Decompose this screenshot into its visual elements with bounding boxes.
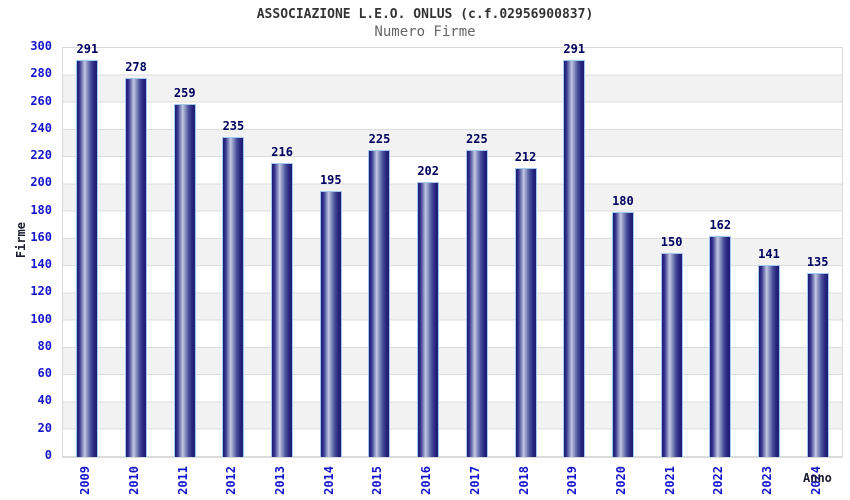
x-tick-label: 2013 xyxy=(273,466,288,495)
bar-value-label: 235 xyxy=(222,118,245,133)
bar xyxy=(368,150,391,457)
bar-value-label: 291 xyxy=(76,42,99,57)
y-tick-label: 20 xyxy=(37,420,52,435)
x-tick-label: 2020 xyxy=(613,466,628,495)
bar-value-label: 135 xyxy=(806,254,829,269)
plot-area: 291 278 259 235 216 195 225 202 225 212 291 180 150 1… xyxy=(62,43,843,458)
y-tick-label: 180 xyxy=(30,202,52,217)
bar-value-label: 150 xyxy=(660,234,683,249)
chart-subtitle: Numero Firme xyxy=(374,24,476,40)
bar xyxy=(271,162,294,457)
y-tick-label: 260 xyxy=(30,93,52,108)
bar-value-label: 225 xyxy=(466,132,488,147)
y-tick-label: 40 xyxy=(37,393,52,408)
bar-value-label: 202 xyxy=(417,163,439,178)
y-tick-label: 120 xyxy=(30,284,52,299)
x-tick-label: 2011 xyxy=(175,466,190,495)
x-tick-label: 2012 xyxy=(224,466,239,495)
y-tick-label: 100 xyxy=(30,311,52,326)
bar xyxy=(222,136,245,457)
bar-value-label: 225 xyxy=(368,132,391,147)
x-axis-title: Anno xyxy=(803,471,832,485)
y-tick-label: 160 xyxy=(30,229,52,244)
y-tick-label: 200 xyxy=(30,175,52,190)
y-tick-label: 60 xyxy=(37,366,52,381)
bar-value-label: 195 xyxy=(319,173,342,188)
bar-value-label: 141 xyxy=(758,246,780,261)
bar xyxy=(465,150,488,457)
bar-value-label: 216 xyxy=(271,144,293,159)
bar-value-label: 212 xyxy=(514,149,537,164)
x-tick-label: 2018 xyxy=(516,466,531,495)
x-tick-label: 2019 xyxy=(565,466,580,495)
chart-title: ASSOCIAZIONE L.E.O. ONLUS (c.f.029569008… xyxy=(256,7,594,22)
bar xyxy=(173,103,196,457)
bar-value-label: 162 xyxy=(709,218,732,233)
y-tick-label: 240 xyxy=(30,120,52,135)
y-axis-ticks: 0 20 40 60 80 100 120 140 160 180 200 220 240 260 280 3… xyxy=(0,39,52,462)
bar-value-label: 259 xyxy=(173,85,196,100)
y-tick-label: 220 xyxy=(30,148,52,163)
bar xyxy=(417,181,440,457)
x-tick-label: 2023 xyxy=(759,466,774,495)
y-tick-label: 300 xyxy=(30,39,52,53)
x-tick-label: 2015 xyxy=(370,466,385,495)
bar xyxy=(806,272,829,457)
y-tick-label: 140 xyxy=(30,257,52,272)
bar xyxy=(709,236,732,457)
bar xyxy=(660,252,683,457)
bar xyxy=(125,78,148,457)
bar xyxy=(757,264,780,457)
y-tick-label: 0 xyxy=(44,448,52,462)
y-tick-label: 80 xyxy=(37,338,52,353)
x-tick-label: 2014 xyxy=(321,466,336,495)
bar xyxy=(611,211,634,457)
x-axis-labels: 2009 2010 2011 2012 2013 2014 2015 2016 2017 2018… xyxy=(62,466,841,500)
x-tick-label: 2009 xyxy=(78,466,93,495)
bar-value-label: 180 xyxy=(612,193,634,208)
bar xyxy=(319,191,342,457)
bar-value-label: 291 xyxy=(563,42,586,57)
x-tick-label: 2010 xyxy=(127,466,142,495)
bar xyxy=(514,167,537,457)
bar-value-label: 278 xyxy=(125,59,147,74)
x-tick-label: 2022 xyxy=(711,466,726,495)
bar xyxy=(76,60,99,457)
x-tick-label: 2017 xyxy=(467,466,482,495)
bar xyxy=(563,60,586,457)
y-tick-label: 280 xyxy=(30,66,52,81)
x-tick-label: 2016 xyxy=(419,466,434,495)
x-tick-label: 2021 xyxy=(662,466,677,495)
